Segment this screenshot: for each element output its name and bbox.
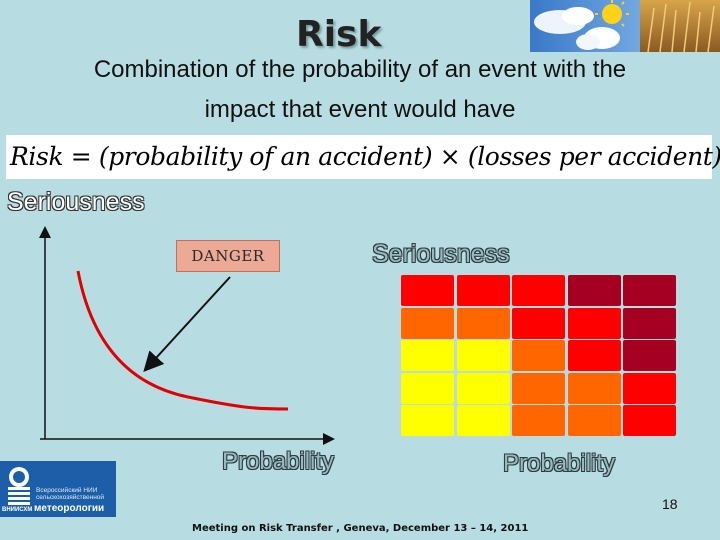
risk-cell-r2-c5: [623, 307, 676, 339]
danger-label: DANGER: [176, 240, 280, 272]
weather-photo: [530, 0, 720, 52]
logo-text-small: ВНИИСХМ: [2, 507, 33, 513]
risk-cell-r4-c3: [512, 372, 565, 404]
logo-text-line-1: Всероссийский НИИ: [36, 487, 98, 494]
risk-cell-r1-c2: [456, 275, 510, 306]
risk-cell-r1-c5: [623, 275, 676, 306]
danger-arrow: [143, 276, 231, 372]
formula-box: Risk = (probability of an accident) × (l…: [6, 135, 720, 179]
risk-cell-r2-c4: [567, 307, 621, 339]
probability-label-left: Probability: [222, 448, 335, 475]
danger-curve-chart: [39, 226, 335, 445]
risk-cell-r5-c3: [512, 405, 565, 436]
risk-cell-r4-c1: [401, 372, 454, 404]
risk-cell-r2-c1: [401, 307, 454, 339]
seriousness-label-right: Seriousness: [372, 240, 510, 268]
danger-curve: [76, 270, 289, 411]
institute-logo: Всероссийский НИИ сельскохозяйственной м…: [0, 461, 116, 517]
subtitle-line-2: impact that event would have: [204, 96, 516, 123]
risk-cell-r4-c5: [623, 372, 676, 404]
risk-cell-r1-c3: [512, 275, 565, 306]
probability-label-right: Probability: [503, 450, 616, 477]
risk-cell-r5-c4: [567, 405, 621, 436]
logo-text-line-2: сельскохозяйственной: [36, 494, 105, 501]
page-number: 18: [662, 496, 678, 512]
logo-emblem-icon: [8, 467, 30, 505]
risk-cell-r3-c1: [401, 340, 454, 371]
risk-cell-r1-c4: [567, 275, 621, 306]
risk-formula: Risk = (probability of an accident) × (l…: [10, 142, 720, 171]
risk-cell-r4-c4: [567, 372, 621, 404]
risk-cell-r3-c4: [567, 340, 621, 371]
risk-cell-r2-c2: [456, 307, 510, 339]
risk-cell-r3-c3: [512, 340, 565, 371]
seriousness-label-left: Seriousness: [7, 188, 145, 216]
risk-cell-r3-c5: [623, 340, 676, 371]
risk-cell-r2-c3: [512, 307, 565, 339]
risk-cell-r1-c1: [401, 275, 454, 306]
footer-text: Meeting on Risk Transfer , Geneva, Decem…: [192, 523, 529, 534]
risk-cell-r3-c2: [456, 340, 510, 371]
risk-matrix: [401, 275, 676, 436]
risk-cell-r5-c5: [623, 405, 676, 436]
risk-cell-r4-c2: [456, 372, 510, 404]
subtitle-line-1: Combination of the probability of an eve…: [93, 56, 627, 83]
risk-cell-r5-c1: [401, 405, 454, 436]
logo-text: Всероссийский НИИ сельскохозяйственной: [36, 487, 114, 501]
logo-text-big: метеорологии: [34, 503, 105, 514]
slide-title: Risk: [296, 14, 382, 55]
risk-cell-r5-c2: [456, 405, 510, 436]
